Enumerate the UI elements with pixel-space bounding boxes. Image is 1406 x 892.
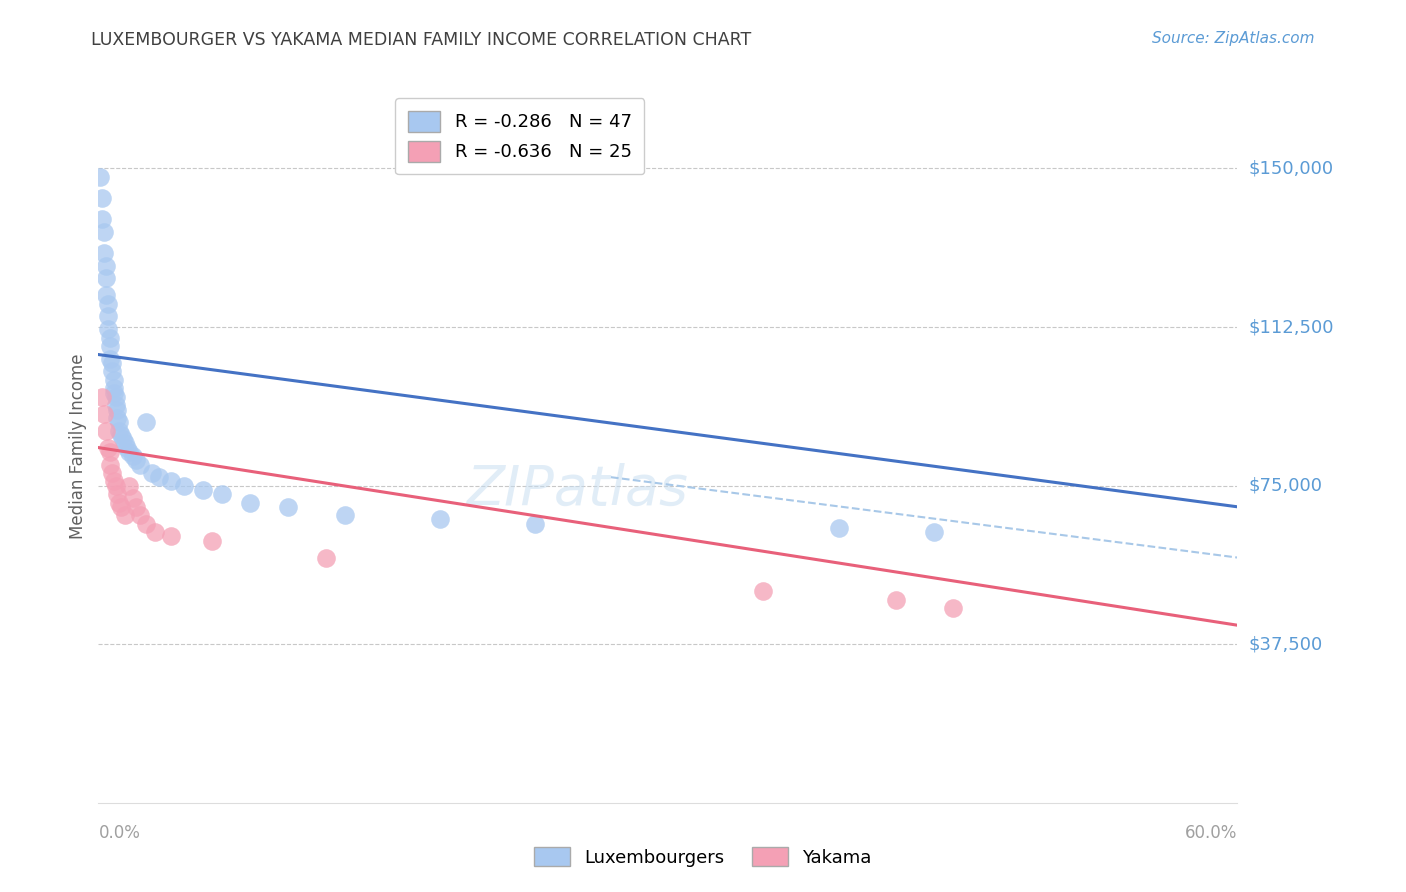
- Point: [135, 516, 157, 531]
- Point: [98, 445, 121, 459]
- Text: ZIPatlas: ZIPatlas: [465, 462, 688, 516]
- Point: [121, 449, 143, 463]
- Point: [98, 458, 121, 472]
- Point: [103, 475, 125, 489]
- Text: $112,500: $112,500: [1249, 318, 1334, 336]
- Point: [91, 191, 114, 205]
- Point: [107, 411, 129, 425]
- Text: $37,500: $37,500: [1249, 635, 1323, 653]
- Point: [100, 466, 122, 480]
- Point: [524, 516, 547, 531]
- Text: $150,000: $150,000: [1249, 160, 1333, 178]
- Y-axis label: Median Family Income: Median Family Income: [69, 353, 87, 539]
- Text: 60.0%: 60.0%: [1185, 824, 1237, 842]
- Point: [118, 445, 141, 459]
- Point: [114, 436, 136, 450]
- Point: [94, 259, 117, 273]
- Point: [148, 470, 170, 484]
- Point: [145, 525, 167, 540]
- Text: Source: ZipAtlas.com: Source: ZipAtlas.com: [1152, 31, 1315, 46]
- Point: [884, 592, 907, 607]
- Point: [129, 458, 152, 472]
- Point: [98, 351, 121, 366]
- Point: [94, 271, 117, 285]
- Point: [100, 356, 122, 370]
- Point: [108, 415, 131, 429]
- Point: [97, 441, 120, 455]
- Point: [191, 483, 214, 497]
- Point: [107, 402, 129, 417]
- Point: [104, 478, 127, 492]
- Point: [239, 495, 262, 509]
- Point: [104, 398, 127, 412]
- Point: [942, 601, 965, 615]
- Point: [125, 453, 148, 467]
- Point: [173, 478, 195, 492]
- Point: [752, 584, 775, 599]
- Point: [118, 478, 141, 492]
- Point: [98, 339, 121, 353]
- Point: [91, 212, 114, 227]
- Point: [277, 500, 299, 514]
- Text: LUXEMBOURGER VS YAKAMA MEDIAN FAMILY INCOME CORRELATION CHART: LUXEMBOURGER VS YAKAMA MEDIAN FAMILY INC…: [91, 31, 752, 49]
- Point: [211, 487, 233, 501]
- Point: [112, 432, 135, 446]
- Point: [110, 428, 132, 442]
- Point: [429, 512, 451, 526]
- Point: [159, 529, 181, 543]
- Point: [114, 508, 136, 523]
- Point: [315, 550, 337, 565]
- Point: [91, 390, 114, 404]
- Point: [98, 331, 121, 345]
- Point: [97, 310, 120, 324]
- Point: [97, 322, 120, 336]
- Point: [94, 424, 117, 438]
- Point: [922, 525, 945, 540]
- Text: $75,000: $75,000: [1249, 476, 1323, 495]
- Point: [159, 475, 181, 489]
- Legend: R = -0.286   N = 47, R = -0.636   N = 25: R = -0.286 N = 47, R = -0.636 N = 25: [395, 98, 644, 174]
- Legend: Luxembourgers, Yakama: Luxembourgers, Yakama: [527, 840, 879, 874]
- Point: [93, 407, 115, 421]
- Point: [125, 500, 148, 514]
- Point: [115, 441, 138, 455]
- Point: [89, 169, 111, 184]
- Point: [100, 364, 122, 378]
- Point: [97, 297, 120, 311]
- Point: [108, 495, 131, 509]
- Point: [141, 466, 163, 480]
- Point: [110, 500, 132, 514]
- Point: [201, 533, 224, 548]
- Point: [94, 288, 117, 302]
- Point: [103, 385, 125, 400]
- Point: [93, 225, 115, 239]
- Point: [121, 491, 143, 506]
- Point: [103, 373, 125, 387]
- Point: [335, 508, 357, 523]
- Point: [135, 415, 157, 429]
- Point: [107, 487, 129, 501]
- Point: [828, 521, 851, 535]
- Point: [104, 390, 127, 404]
- Point: [129, 508, 152, 523]
- Text: 0.0%: 0.0%: [98, 824, 141, 842]
- Point: [93, 246, 115, 260]
- Point: [103, 381, 125, 395]
- Point: [108, 424, 131, 438]
